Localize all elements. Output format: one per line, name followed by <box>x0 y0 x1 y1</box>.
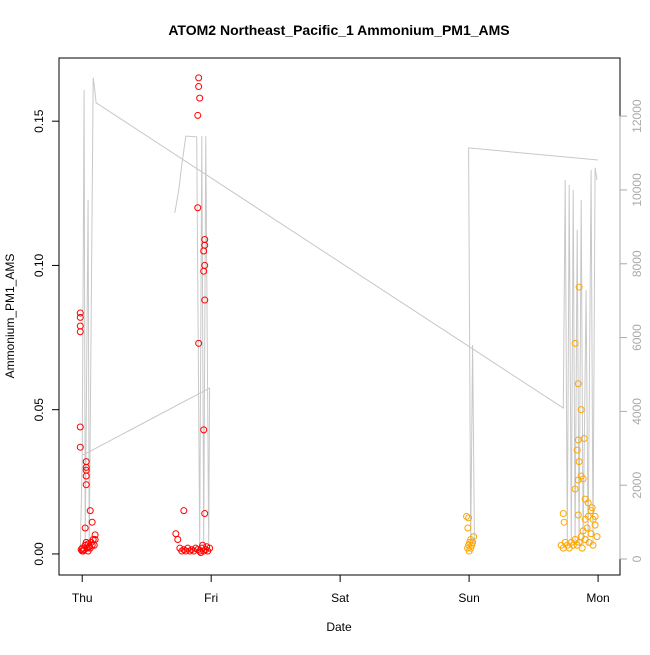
y-tick-label: 0.10 <box>32 253 46 277</box>
data-point <box>82 481 90 489</box>
data-point <box>591 512 599 520</box>
data-point <box>200 426 208 434</box>
data-point <box>180 507 188 515</box>
y2-tick-label: 4000 <box>630 398 644 425</box>
data-point <box>186 547 194 555</box>
data-point <box>559 510 567 518</box>
data-point <box>82 463 90 471</box>
data-point <box>200 247 208 255</box>
data-point <box>76 443 84 451</box>
data-point <box>571 339 579 347</box>
data-point <box>581 515 589 523</box>
y-tick-label: 0.15 <box>32 109 46 133</box>
data-point <box>195 74 203 82</box>
data-point <box>573 446 581 454</box>
data-point <box>465 514 473 522</box>
data-point <box>86 507 94 515</box>
x-tick-label: Sat <box>331 591 350 605</box>
data-point <box>571 485 579 493</box>
data-point <box>194 111 202 119</box>
data-point <box>587 530 595 538</box>
data-point <box>77 546 85 554</box>
x-tick-label: Mon <box>586 591 609 605</box>
data-point <box>91 531 99 539</box>
x-tick-label: Fri <box>204 591 218 605</box>
data-point <box>465 547 473 555</box>
data-point <box>195 83 203 91</box>
data-point <box>575 458 583 466</box>
data-point <box>575 283 583 291</box>
x-tick-label: Thu <box>72 591 93 605</box>
data-point <box>76 423 84 431</box>
data-point <box>589 541 597 549</box>
data-point <box>197 548 205 556</box>
data-point <box>584 499 592 507</box>
data-point <box>76 313 84 321</box>
y2-tick-label: 10000 <box>630 173 644 207</box>
data-point <box>81 524 89 532</box>
data-point <box>583 524 591 532</box>
y2-tick-label: 12000 <box>630 99 644 133</box>
data-point <box>574 511 582 519</box>
y-tick-label: 0.00 <box>32 542 46 566</box>
data-point <box>82 472 90 480</box>
x-tick-label: Sun <box>458 591 479 605</box>
y-axis-label: Ammonium_PM1_AMS <box>3 254 17 379</box>
data-point <box>76 309 84 317</box>
data-point <box>591 521 599 529</box>
y2-tick-label: 2000 <box>630 472 644 499</box>
y2-tick-label: 0 <box>630 555 644 562</box>
data-point <box>84 540 92 548</box>
data-point <box>578 544 586 552</box>
data-point <box>470 533 478 541</box>
data-point <box>195 339 203 347</box>
data-point <box>194 204 202 212</box>
data-point <box>579 475 587 483</box>
chart-title: ATOM2 Northeast_Pacific_1 Ammonium_PM1_A… <box>168 22 509 38</box>
data-point <box>464 524 472 532</box>
data-point <box>587 507 595 515</box>
data-point <box>201 510 209 518</box>
data-point <box>203 543 211 551</box>
data-point <box>463 512 471 520</box>
y2-tick-label: 6000 <box>630 324 644 351</box>
x-axis-label: Date <box>326 620 352 634</box>
data-point <box>560 518 568 526</box>
y2-tick-label: 8000 <box>630 250 644 277</box>
data-point <box>199 541 207 549</box>
data-point <box>574 380 582 388</box>
data-point <box>574 476 582 484</box>
data-point <box>577 406 585 414</box>
data-point <box>196 94 204 102</box>
data-point <box>78 547 86 555</box>
data-point <box>468 541 476 549</box>
data-point <box>88 518 96 526</box>
data-point <box>200 267 208 275</box>
y-tick-label: 0.05 <box>32 398 46 422</box>
data-point <box>574 436 582 444</box>
data-point <box>76 328 84 336</box>
data-point <box>593 533 601 541</box>
data-point <box>174 536 182 544</box>
data-point <box>201 296 209 304</box>
data-point <box>178 547 186 555</box>
